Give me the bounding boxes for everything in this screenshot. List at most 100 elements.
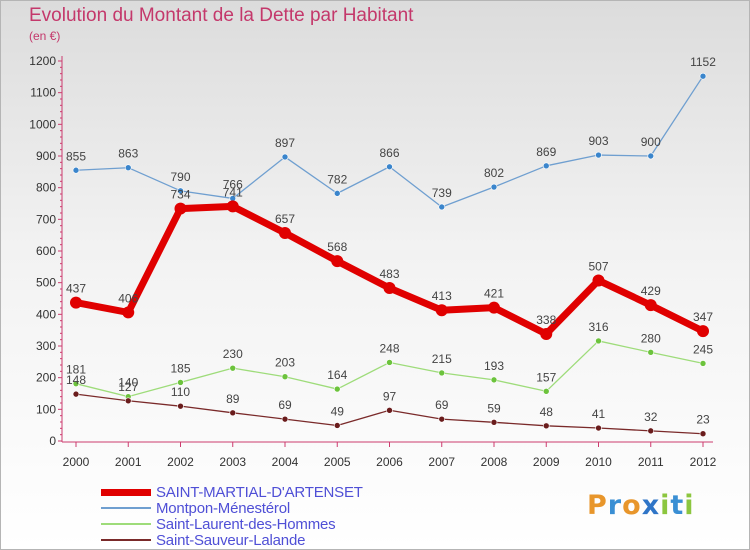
data-label: 41: [592, 407, 606, 421]
series-3: 148 127 110 89 69 49 97 69 59 48 41 32 23: [66, 373, 710, 438]
data-point: [490, 376, 498, 384]
y-tick-label: 1200: [29, 54, 56, 68]
data-label: 863: [118, 147, 138, 161]
data-point: [644, 299, 657, 312]
data-label: 181: [66, 363, 86, 377]
data-point: [595, 337, 602, 345]
data-label: 429: [641, 284, 661, 298]
data-point: [542, 162, 550, 170]
data-label: 483: [379, 267, 399, 281]
data-label: 69: [435, 398, 449, 412]
data-point: [331, 255, 344, 268]
logo-letter: P: [587, 490, 608, 521]
logo-letter: o: [622, 490, 642, 521]
data-point: [72, 166, 80, 174]
data-label: 110: [171, 385, 190, 399]
data-label: 316: [588, 320, 608, 334]
x-tick-label: 2010: [585, 455, 612, 469]
x-tick-label: 2011: [638, 455, 664, 469]
x-tick-label: 2008: [481, 455, 508, 469]
data-point: [72, 390, 80, 398]
data-label: 32: [644, 410, 658, 424]
data-label: 48: [540, 405, 554, 419]
data-label: 866: [379, 146, 399, 160]
y-tick-label: 1000: [29, 117, 56, 131]
data-point: [177, 379, 184, 386]
data-point: [281, 415, 289, 423]
y-tick-label: 100: [36, 402, 56, 416]
x-tick-label: 2012: [690, 455, 717, 469]
data-point: [122, 306, 135, 319]
data-point: [174, 202, 187, 215]
x-tick-label: 2006: [376, 455, 403, 469]
data-label: 437: [66, 282, 86, 296]
x-tick-label: 2001: [115, 455, 142, 469]
x-tick-label: 2005: [324, 455, 351, 469]
data-point: [124, 397, 132, 405]
data-label: 900: [641, 135, 661, 149]
x-tick-label: 2009: [533, 455, 560, 469]
data-point: [177, 402, 184, 410]
data-point: [595, 151, 602, 159]
legend-label: Saint-Sauveur-Lalande: [156, 532, 306, 549]
data-label: 89: [226, 392, 240, 406]
y-tick-label: 0: [49, 434, 56, 448]
data-point: [699, 430, 707, 438]
data-point: [281, 373, 289, 381]
data-point: [281, 153, 289, 161]
x-tick-label: 2007: [428, 455, 455, 469]
data-label: 1152: [690, 55, 716, 69]
data-label: 855: [66, 149, 86, 163]
data-label: 741: [223, 185, 243, 199]
data-label: 230: [223, 347, 243, 361]
data-point: [72, 380, 80, 387]
proxiti-logo: Proxiti: [587, 490, 695, 521]
data-point: [386, 163, 393, 171]
logo-letter: r: [607, 490, 623, 521]
data-point: [229, 409, 237, 417]
legend-swatch: [101, 523, 151, 525]
data-point: [542, 387, 550, 395]
data-point: [386, 359, 393, 366]
data-label: 421: [484, 287, 504, 301]
y-tick-label: 1100: [30, 86, 56, 100]
data-point: [699, 72, 707, 80]
series-0: 437 406 734 741 657 568 483 413 421 338 507 429 347: [66, 185, 713, 340]
data-label: 140: [118, 376, 138, 390]
data-label: 657: [275, 212, 295, 226]
data-label: 127: [118, 380, 138, 394]
data-label: 413: [432, 289, 452, 303]
y-tick-label: 300: [36, 339, 56, 353]
data-label: 338: [536, 313, 556, 327]
data-point: [438, 415, 446, 423]
data-point: [226, 200, 239, 213]
data-label: 203: [275, 356, 295, 370]
data-point: [697, 325, 709, 338]
data-label: 23: [696, 413, 710, 427]
data-point: [592, 274, 605, 287]
data-label: 148: [66, 373, 86, 387]
y-tick-label: 500: [36, 276, 56, 290]
data-point: [124, 164, 132, 172]
data-point: [490, 183, 498, 191]
legend-swatch: [101, 489, 151, 496]
data-label: 248: [379, 341, 399, 355]
data-point: [333, 385, 341, 393]
y-tick-label: 800: [36, 181, 56, 195]
data-point: [333, 190, 341, 197]
legend-swatch: [101, 539, 151, 541]
data-point: [438, 369, 446, 377]
legend-label: SAINT-MARTIAL-D'ARTENSET: [156, 484, 363, 501]
legend-swatch: [101, 507, 151, 509]
data-point: [647, 152, 655, 160]
data-label: 347: [693, 310, 713, 324]
logo-letter: i: [684, 490, 695, 521]
data-point: [542, 422, 550, 430]
data-point: [177, 187, 184, 195]
data-point: [699, 360, 707, 367]
data-point: [70, 296, 82, 309]
data-point: [647, 427, 655, 435]
data-label: 734: [170, 188, 190, 202]
data-point: [490, 419, 498, 426]
